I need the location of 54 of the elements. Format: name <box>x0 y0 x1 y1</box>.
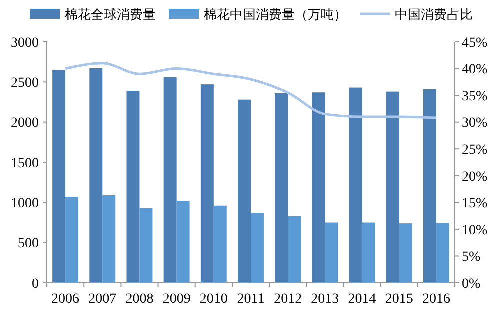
y2-tick-label: 30% <box>462 116 488 132</box>
bar <box>325 222 338 283</box>
y2-tick-label: 10% <box>462 223 488 238</box>
y2-tick-label: 40% <box>462 62 488 78</box>
x-tick-label: 2007 <box>88 292 117 307</box>
bar <box>52 70 66 283</box>
y2-tick-label: 35% <box>462 89 488 104</box>
bar <box>288 216 302 283</box>
legend-label: 棉花全球消费量 <box>65 8 156 23</box>
x-tick-label: 2008 <box>126 292 154 307</box>
y2-tick-label: 15% <box>462 196 488 212</box>
bar <box>90 68 103 283</box>
x-tick-label: 2016 <box>422 292 450 307</box>
y2-tick-label: 5% <box>462 250 481 266</box>
legend-label: 棉花中国消费量（万吨） <box>204 8 347 23</box>
x-tick-label: 2015 <box>385 292 414 307</box>
bar <box>275 93 288 283</box>
x-tick-label: 2009 <box>162 292 191 307</box>
x-tick-label: 2006 <box>52 292 80 307</box>
bar <box>386 92 400 283</box>
bar <box>362 222 376 283</box>
bar <box>140 208 153 283</box>
bar <box>66 197 79 283</box>
x-tick-label: 2014 <box>348 292 376 307</box>
y2-tick-label: 0% <box>462 276 481 292</box>
bar <box>399 224 412 283</box>
bar <box>251 213 264 283</box>
bar <box>102 195 116 283</box>
bar <box>312 92 326 283</box>
y-tick-label: 2500 <box>11 76 39 92</box>
bar <box>164 77 177 283</box>
bar <box>436 223 450 283</box>
x-tick-label: 2013 <box>311 292 340 307</box>
y-tick-label: 3000 <box>11 36 39 51</box>
bar <box>176 201 190 283</box>
legend-label: 中国消费占比 <box>395 8 473 23</box>
y2-tick-label: 20% <box>462 170 488 185</box>
line-series <box>64 62 438 120</box>
bar <box>349 88 362 283</box>
y-tick-label: 1000 <box>11 196 39 212</box>
bar <box>423 89 436 283</box>
y-tick-label: 1500 <box>11 156 39 172</box>
y-tick-label: 500 <box>18 236 39 252</box>
x-tick-label: 2011 <box>237 292 265 307</box>
bar <box>214 206 227 283</box>
y2-tick-label: 45% <box>462 36 488 51</box>
x-tick-label: 2012 <box>274 292 302 307</box>
y-tick-label: 2000 <box>11 116 39 132</box>
bar <box>126 91 140 283</box>
y2-tick-label: 25% <box>462 143 488 158</box>
y-tick-label: 0 <box>32 276 39 292</box>
bar <box>200 84 214 283</box>
bar <box>238 100 251 283</box>
x-tick-label: 2010 <box>200 292 228 307</box>
